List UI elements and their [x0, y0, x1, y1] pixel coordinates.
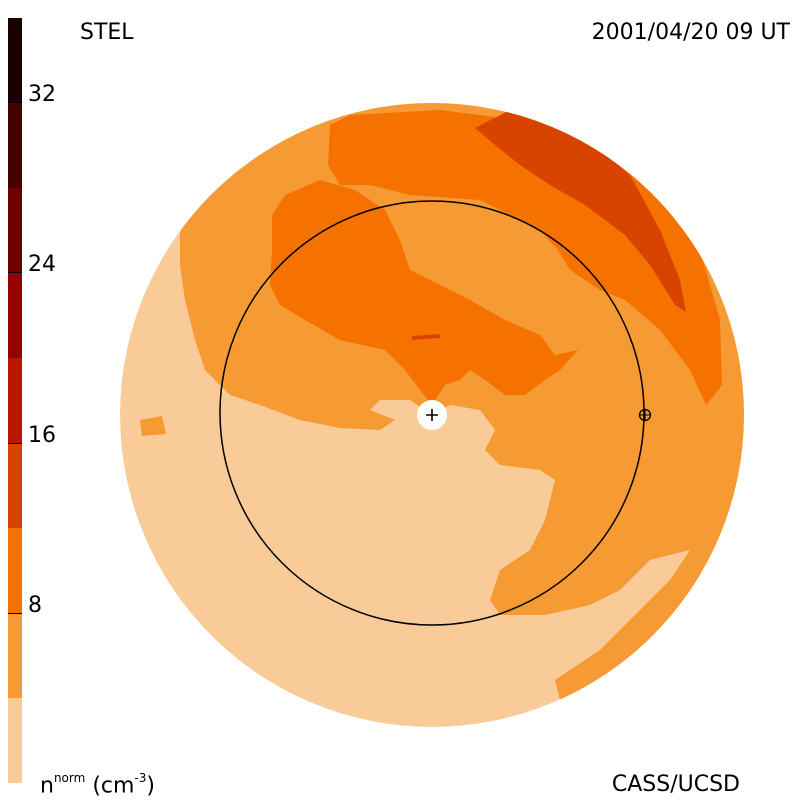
density-region-level-4-mark: [412, 334, 440, 340]
colorbar-band: [8, 273, 22, 358]
colorbar-band: [8, 698, 22, 783]
colorbar: [8, 18, 22, 783]
colorbar-tick-mark: [8, 613, 22, 614]
unit-close: ): [146, 773, 155, 799]
sun-crosshair-icon: [426, 409, 438, 421]
colorbar-band: [8, 528, 22, 613]
colorbar-tick-label: 8: [28, 593, 42, 618]
unit-label: nnorm (cm-3): [40, 771, 155, 799]
colorbar-tick-mark: [8, 272, 22, 273]
unit-superscript: norm: [53, 771, 86, 785]
colorbar-band: [8, 443, 22, 528]
colorbar-band: [8, 18, 22, 103]
unit-base: n: [40, 773, 54, 799]
colorbar-band: [8, 103, 22, 188]
instrument-label: STEL: [80, 20, 134, 45]
credit-label: CASS/UCSD: [611, 772, 740, 797]
unit-rest: (cm: [92, 773, 135, 799]
orbit-circle: [219, 200, 645, 626]
density-region-level-4: [475, 110, 686, 312]
density-region-level-2-fragment: [140, 416, 166, 436]
colorbar-tick-label: 24: [28, 252, 56, 277]
unit-exponent: -3: [134, 771, 147, 785]
colorbar-tick-label: 16: [28, 423, 56, 448]
earth-crosshair-icon: [639, 409, 651, 421]
colorbar-tick-mark: [8, 443, 22, 444]
colorbar-tick-label: 32: [28, 82, 56, 107]
colorbar-band: [8, 613, 22, 698]
colorbar-tick-mark: [8, 102, 22, 103]
colorbar-band: [8, 358, 22, 443]
colorbar-band: [8, 188, 22, 273]
timestamp-label: 2001/04/20 09 UT: [591, 20, 790, 45]
